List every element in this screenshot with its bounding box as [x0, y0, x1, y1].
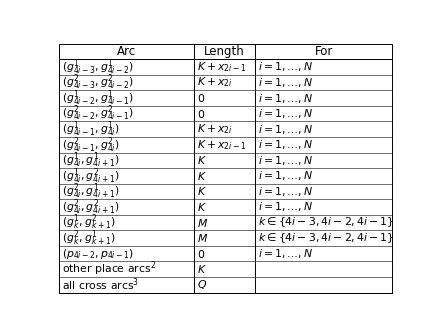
Text: Length: Length: [204, 45, 245, 58]
Text: Arc: Arc: [117, 45, 136, 58]
Text: $0$: $0$: [197, 248, 205, 260]
Text: $(g^1_{4i-2}, g^1_{4i-1})$: $(g^1_{4i-2}, g^1_{4i-1})$: [62, 88, 133, 108]
Text: $k \in \{4i-3, 4i-2, 4i-1\}$: $k \in \{4i-3, 4i-2, 4i-1\}$: [258, 216, 395, 229]
Text: $(g^1_{4i-3}, g^1_{4i-2})$: $(g^1_{4i-3}, g^1_{4i-2})$: [62, 57, 133, 77]
Text: $(g^2_{4i-1}, g^2_{4i})$: $(g^2_{4i-1}, g^2_{4i})$: [62, 135, 119, 155]
Text: $i = 1, \ldots, N$: $i = 1, \ldots, N$: [258, 61, 313, 74]
Text: $i = 1, \ldots, N$: $i = 1, \ldots, N$: [258, 169, 313, 182]
Text: $i = 1, \ldots, N$: $i = 1, \ldots, N$: [258, 76, 313, 89]
Text: $(g^2_{4i-3}, g^2_{4i-2})$: $(g^2_{4i-3}, g^2_{4i-2})$: [62, 73, 133, 92]
Text: $(g^2_k, g^1_{k+1})$: $(g^2_k, g^1_{k+1})$: [62, 228, 115, 248]
Text: $i = 1, \ldots, N$: $i = 1, \ldots, N$: [258, 107, 313, 120]
Text: $i = 1, \ldots, N$: $i = 1, \ldots, N$: [258, 185, 313, 198]
Text: $0$: $0$: [197, 108, 205, 120]
Text: $i = 1, \ldots, N$: $i = 1, \ldots, N$: [258, 123, 313, 136]
Text: all cross arcs$^3$: all cross arcs$^3$: [62, 276, 139, 293]
Text: $(g^2_{4i-2}, g^2_{4i-1})$: $(g^2_{4i-2}, g^2_{4i-1})$: [62, 104, 133, 124]
Text: $(g^1_{4i}, g^1_{4i+1})$: $(g^1_{4i}, g^1_{4i+1})$: [62, 151, 119, 170]
Text: $K$: $K$: [197, 185, 206, 197]
Text: $(g^2_{4i}, g^2_{4i+1})$: $(g^2_{4i}, g^2_{4i+1})$: [62, 197, 119, 217]
Text: $Q$: $Q$: [197, 278, 207, 291]
Text: $(g^1_k, g^2_{k+1})$: $(g^1_k, g^2_{k+1})$: [62, 213, 115, 232]
Text: $i = 1, \ldots, N$: $i = 1, \ldots, N$: [258, 138, 313, 151]
Text: For: For: [315, 45, 333, 58]
Text: $K + x_{2i-1}$: $K + x_{2i-1}$: [197, 138, 246, 152]
Text: $0$: $0$: [197, 92, 205, 104]
Text: $K + x_{2i-1}$: $K + x_{2i-1}$: [197, 60, 246, 74]
Text: $i = 1, \ldots, N$: $i = 1, \ldots, N$: [258, 92, 313, 105]
Text: $K + x_{2i}$: $K + x_{2i}$: [197, 122, 232, 136]
Text: $K$: $K$: [197, 201, 206, 213]
Text: $M$: $M$: [197, 232, 208, 244]
Text: $i = 1, \ldots, N$: $i = 1, \ldots, N$: [258, 247, 313, 260]
Text: $K$: $K$: [197, 263, 206, 275]
Text: $(g^1_{4i}, g^2_{4i+1})$: $(g^1_{4i}, g^2_{4i+1})$: [62, 166, 119, 186]
Text: $K$: $K$: [197, 170, 206, 182]
Text: $i = 1, \ldots, N$: $i = 1, \ldots, N$: [258, 154, 313, 167]
Text: $K$: $K$: [197, 154, 206, 166]
Text: $M$: $M$: [197, 216, 208, 228]
Text: other place arcs$^2$: other place arcs$^2$: [62, 260, 156, 278]
Text: $i = 1, \ldots, N$: $i = 1, \ldots, N$: [258, 200, 313, 213]
Text: $(g^1_{4i-1}, g^1_{4i})$: $(g^1_{4i-1}, g^1_{4i})$: [62, 120, 119, 139]
Text: $(p_{4i-2}, p_{4i-1})$: $(p_{4i-2}, p_{4i-1})$: [62, 247, 133, 261]
Text: $(g^2_{4i}, g^1_{4i+1})$: $(g^2_{4i}, g^1_{4i+1})$: [62, 181, 119, 201]
Text: $k \in \{4i-3, 4i-2, 4i-1\}$: $k \in \{4i-3, 4i-2, 4i-1\}$: [258, 231, 395, 245]
Text: $K + x_{2i}$: $K + x_{2i}$: [197, 76, 232, 90]
